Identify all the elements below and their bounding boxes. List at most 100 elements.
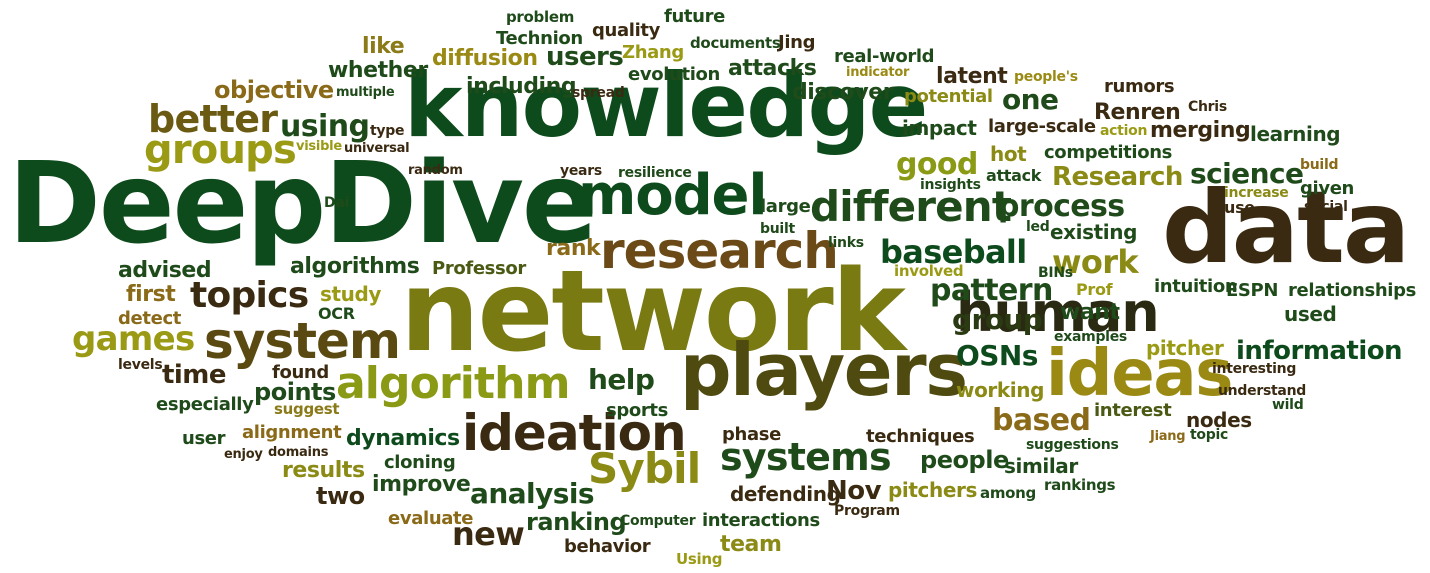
word-suggest: suggest: [274, 400, 340, 418]
word-human: human: [956, 281, 1160, 344]
word-cloning: cloning: [384, 452, 456, 473]
word-advised: advised: [118, 258, 212, 283]
word-jing: Jing: [778, 32, 816, 53]
word-algorithms: algorithms: [290, 254, 420, 279]
word-improve: improve: [372, 472, 471, 497]
word-jiang: Jiang: [1150, 429, 1186, 444]
word-users: users: [546, 42, 624, 72]
word-science: science: [1190, 157, 1304, 190]
word-relationships: relationships: [1288, 280, 1416, 301]
word-research: research: [600, 222, 839, 280]
word-process: process: [998, 189, 1125, 224]
word-resilience: resilience: [618, 165, 692, 181]
word-objective: objective: [214, 76, 334, 104]
word-action: action: [1100, 123, 1148, 139]
word-multiple: multiple: [336, 85, 395, 100]
word-nov: Nov: [826, 476, 882, 506]
word-alignment: alignment: [242, 422, 342, 443]
word-groups: groups: [144, 127, 297, 173]
word-two: two: [316, 482, 365, 510]
word-renren: Renren: [1094, 100, 1181, 125]
word-help: help: [588, 363, 655, 396]
word-years: years: [560, 163, 602, 179]
word-existing: existing: [1050, 220, 1137, 244]
word-study: study: [320, 282, 382, 306]
word-rank: rank: [546, 236, 601, 261]
word-real-world: real-world: [834, 46, 935, 67]
word-zhang: Zhang: [622, 42, 684, 63]
word-given: given: [1300, 178, 1355, 199]
word-techniques: techniques: [866, 426, 975, 447]
word-people: people: [920, 446, 1009, 474]
word-pitcher: pitcher: [1146, 336, 1224, 360]
word-ideation: ideation: [462, 404, 687, 462]
word-attack: attack: [986, 166, 1042, 185]
word-baseball: baseball: [880, 233, 1027, 271]
word-latent: latent: [936, 64, 1008, 89]
word-social: social: [1304, 199, 1348, 215]
word-evolution: evolution: [628, 64, 721, 85]
word-working: working: [956, 378, 1044, 402]
word-pitchers: pitchers: [888, 478, 977, 502]
word-evaluate: evaluate: [388, 508, 474, 529]
word-professor: Professor: [432, 258, 526, 279]
word-points: points: [254, 378, 336, 406]
word-involved: involved: [894, 262, 964, 280]
word-visible: visible: [296, 139, 342, 154]
word-phase: phase: [722, 424, 781, 445]
word-interactions: interactions: [702, 510, 820, 531]
word-understand: understand: [1218, 383, 1307, 399]
word-build: build: [1300, 157, 1339, 173]
word-discover: discover: [792, 80, 894, 105]
word-large-scale: large-scale: [988, 116, 1096, 137]
word-levels: levels: [118, 357, 163, 373]
word-domains: domains: [268, 445, 329, 460]
word-rumors: rumors: [1104, 76, 1175, 97]
word-ideas: ideas: [1046, 337, 1233, 411]
word-topic: topic: [1190, 427, 1229, 443]
word-potential: potential: [904, 86, 993, 107]
word-links: links: [828, 235, 864, 251]
word-large: large: [760, 196, 811, 217]
word-spread: spread: [572, 85, 625, 101]
word-used: used: [1284, 302, 1337, 326]
word-especially: especially: [156, 394, 254, 415]
word-team: team: [720, 532, 782, 557]
word-intuition: intuition: [1154, 276, 1238, 297]
word-topics: topics: [190, 275, 309, 316]
word-using: Using: [676, 550, 723, 568]
word-games: games: [72, 319, 195, 359]
word-network: network: [400, 247, 906, 377]
word-learning: learning: [1250, 122, 1341, 146]
word-sybil: Sybil: [588, 444, 701, 493]
word-universal: universal: [344, 141, 410, 156]
word-defending: defending: [730, 482, 841, 506]
word-increase: increase: [1224, 185, 1289, 201]
word-wild: wild: [1272, 397, 1304, 413]
word-different: different: [810, 182, 1012, 231]
word-documents: documents: [690, 34, 781, 52]
word-led: led: [1026, 219, 1050, 235]
word-use: use: [1224, 198, 1255, 217]
word-rankings: rankings: [1044, 476, 1116, 494]
word-interesting: interesting: [1212, 361, 1297, 377]
word-enjoy: enjoy: [224, 447, 263, 462]
word-impact: impact: [902, 116, 977, 140]
word-using: using: [280, 109, 370, 144]
word-merging: merging: [1150, 118, 1251, 143]
word-chris: Chris: [1188, 99, 1227, 115]
word-systems: systems: [720, 435, 892, 479]
word-type: type: [370, 123, 405, 139]
word-work: work: [1052, 243, 1139, 281]
word-based: based: [992, 403, 1091, 438]
word-indicator: indicator: [846, 65, 910, 80]
word-quality: quality: [592, 20, 661, 41]
word-program: Program: [834, 503, 900, 519]
word-attacks: attacks: [728, 56, 817, 81]
word-players: players: [680, 328, 968, 412]
word-detect: detect: [118, 308, 182, 329]
word-model: model: [578, 163, 768, 228]
word-interest: interest: [1094, 400, 1172, 421]
word-system: system: [204, 312, 401, 370]
word-pattern: pattern: [930, 273, 1053, 308]
